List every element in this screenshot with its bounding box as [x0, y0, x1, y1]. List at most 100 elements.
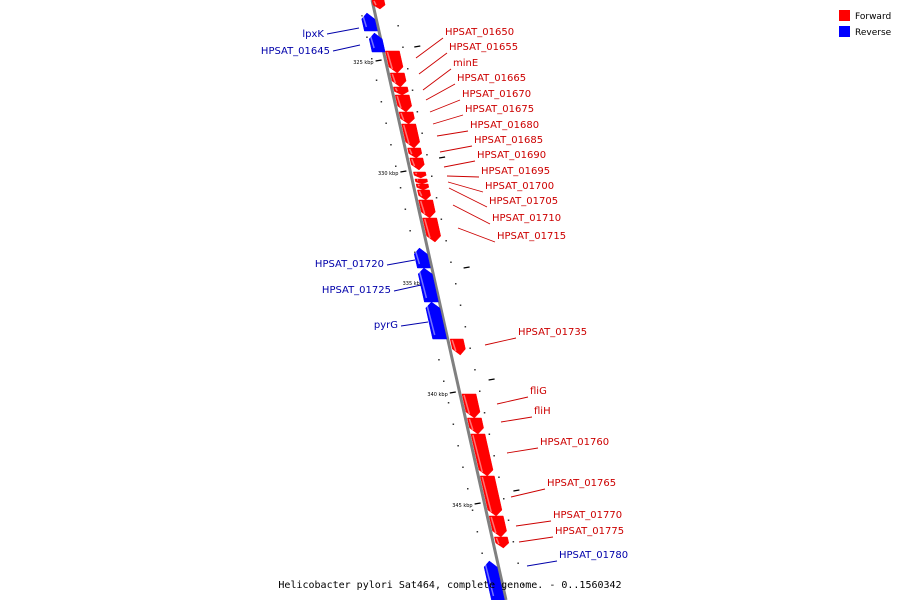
gene-feature-hpsat_01645[interactable] — [368, 32, 386, 53]
gene-label-hpsat_01770[interactable]: HPSAT_01770 — [553, 510, 622, 521]
gene-label-hpsat_01760[interactable]: HPSAT_01760 — [540, 437, 609, 448]
feature-highlight — [423, 218, 431, 239]
minor-tick — [464, 326, 467, 328]
gene-feature-hpsat_01680[interactable] — [407, 147, 423, 159]
minor-tick — [440, 218, 443, 220]
feature-highlight — [451, 339, 457, 352]
minor-tick — [397, 25, 399, 27]
minor-tick — [431, 175, 433, 177]
minor-tick — [517, 562, 519, 564]
gene-label-hpsat_01705[interactable]: HPSAT_01705 — [489, 196, 558, 207]
major-tick — [449, 391, 456, 394]
gene-label-hpsat_01645[interactable]: HPSAT_01645 — [261, 46, 330, 57]
leader-line — [496, 396, 529, 405]
gene-label-hpsat_01765[interactable]: HPSAT_01765 — [547, 478, 616, 489]
minor-tick — [512, 541, 515, 543]
leader-line — [452, 204, 491, 225]
gene-feature-hpsat_01665[interactable] — [394, 94, 412, 113]
gene-feature-hpsat_01760[interactable] — [470, 433, 494, 477]
gene-feature-flig[interactable] — [461, 393, 481, 419]
label-leaders — [326, 27, 558, 567]
legend-reverse-swatch[interactable] — [839, 26, 850, 37]
feature-highlight — [414, 248, 421, 265]
gene-feature-hpsat_01695[interactable] — [414, 178, 428, 185]
tick-label: 340 kbp — [427, 392, 447, 398]
minor-tick — [493, 455, 495, 457]
feature-highlight — [468, 418, 474, 431]
feature-highlight — [408, 148, 413, 155]
feature-highlight — [472, 434, 484, 473]
gene-label-hpsat_01735[interactable]: HPSAT_01735 — [518, 327, 587, 338]
gene-feature-flih[interactable] — [467, 417, 484, 435]
gene-label-hpsat_01685[interactable]: HPSAT_01685 — [474, 135, 543, 146]
minor-tick — [409, 230, 411, 232]
gene-feature-hpsat_01780[interactable] — [483, 560, 505, 600]
feature-highlight — [411, 158, 416, 167]
leader-line — [484, 337, 517, 346]
gene-label-hpsat_01680[interactable]: HPSAT_01680 — [470, 120, 539, 131]
minor-tick — [395, 165, 397, 167]
gene-label-flig[interactable]: fliG — [530, 386, 547, 397]
gene-label-hpsat_01675[interactable]: HPSAT_01675 — [465, 104, 534, 115]
gene-label-hpsat_01715[interactable]: HPSAT_01715 — [497, 231, 566, 242]
feature-highlight — [481, 476, 492, 513]
legend-forward-label[interactable]: Forward — [855, 12, 891, 22]
gene-feature-hpsat_01675[interactable] — [401, 123, 420, 149]
gene-label-hpsat_01670[interactable]: HPSAT_01670 — [462, 89, 531, 100]
gene-label-hpsat_01695[interactable]: HPSAT_01695 — [481, 166, 550, 177]
tick-label: 325 kbp — [353, 60, 373, 66]
minor-tick — [450, 261, 452, 263]
gene-feature[interactable] — [371, 0, 386, 10]
gene-label-pyrg[interactable]: pyrG — [374, 320, 398, 331]
gene-label-hpsat_01665[interactable]: HPSAT_01665 — [457, 73, 526, 84]
gene-feature-lpxk[interactable] — [361, 12, 378, 32]
minor-tick — [416, 111, 419, 113]
gene-feature-mine[interactable] — [393, 86, 409, 96]
gene-labels: lpxK HPSAT_01645 HPSAT_01650 HPSAT_01655min… — [261, 27, 628, 561]
gene-label-hpsat_01710[interactable]: HPSAT_01710 — [492, 213, 561, 224]
minor-tick — [414, 251, 416, 253]
gene-feature-hpsat_01685[interactable] — [409, 157, 425, 171]
gene-feature-hpsat_01710[interactable] — [418, 199, 436, 219]
gene-label-hpsat_01780[interactable]: HPSAT_01780 — [559, 550, 628, 561]
gene-label-hpsat_01775[interactable]: HPSAT_01775 — [555, 526, 624, 537]
leader-line — [510, 488, 546, 498]
leader-line — [500, 416, 533, 423]
feature-highlight — [414, 172, 418, 175]
gene-feature-hpsat_01775[interactable] — [494, 536, 510, 549]
gene-feature-hpsat_01715[interactable] — [422, 217, 441, 243]
legend-forward-swatch[interactable] — [839, 10, 850, 21]
gene-feature-hpsat_01765[interactable] — [479, 475, 503, 517]
minor-tick — [371, 58, 373, 60]
minor-tick — [471, 509, 474, 511]
gene-feature-hpsat_01655[interactable] — [389, 72, 407, 88]
gene-feature-hpsat_01690[interactable] — [413, 171, 427, 179]
gene-label-hpsat_01690[interactable]: HPSAT_01690 — [477, 150, 546, 161]
gene-label-hpsat_01650[interactable]: HPSAT_01650 — [445, 27, 514, 38]
genome-caption: Helicobacter pylori Sat464, complete gen… — [278, 580, 621, 591]
leader-line — [422, 68, 452, 91]
minor-tick — [459, 304, 462, 306]
gene-label-flih[interactable]: fliH — [534, 406, 551, 417]
gene-feature-hpsat_01700[interactable] — [415, 183, 430, 191]
legend-reverse-label[interactable]: Reverse — [855, 28, 892, 38]
gene-feature-hpsat_01770[interactable] — [488, 515, 507, 538]
gene-label-mine[interactable]: minE — [453, 58, 478, 69]
gene-feature-hpsat_01650[interactable] — [385, 50, 404, 74]
gene-feature-pyrg[interactable] — [425, 301, 448, 340]
gene-feature-hpsat_01735[interactable] — [449, 338, 466, 356]
minor-tick — [455, 283, 457, 285]
gene-feature-hpsat_01670[interactable] — [398, 111, 415, 125]
gene-label-hpsat_01655[interactable]: HPSAT_01655 — [449, 42, 518, 53]
gene-label-hpsat_01725[interactable]: HPSAT_01725 — [322, 285, 391, 296]
gene-label-hpsat_01720[interactable]: HPSAT_01720 — [315, 259, 384, 270]
minor-tick — [443, 380, 445, 382]
gene-label-hpsat_01700[interactable]: HPSAT_01700 — [485, 181, 554, 192]
gene-feature-hpsat_01705[interactable] — [417, 189, 431, 201]
leader-line — [439, 145, 473, 153]
gene-label-lpxk[interactable]: lpxK — [302, 29, 324, 40]
feature-highlight — [400, 112, 405, 121]
leader-line — [429, 99, 461, 113]
minor-tick — [503, 498, 505, 500]
feature-highlight — [484, 561, 495, 597]
